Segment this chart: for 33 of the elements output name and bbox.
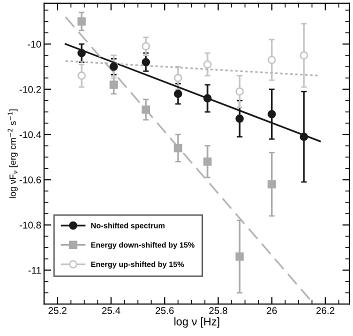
y-tick-label: -10.4 [20, 131, 42, 138]
y-tick-label: -10.8 [20, 222, 41, 229]
y-tick-label: -10 [28, 40, 41, 48]
point [77, 48, 86, 58]
x-tick-label: 26.2 [316, 307, 334, 314]
y-tick-label: -10.2 [20, 86, 41, 93]
point [235, 87, 244, 96]
x-tick-label: 25.8 [209, 307, 228, 314]
point [268, 180, 276, 188]
point [142, 58, 150, 66]
point [77, 72, 86, 80]
y-axis-title: log νF$_{ν}$ [erg cm$^{−2}$ s$^{−1}$] [8, 109, 18, 198]
point [268, 56, 276, 64]
point [77, 17, 86, 26]
point [142, 42, 150, 50]
point [203, 60, 212, 69]
x-tick-label: 25.4 [102, 307, 120, 314]
point [300, 51, 308, 60]
y-tick-label: -10.6 [20, 176, 41, 184]
x-axis-title: log ν [Hz] [174, 317, 220, 328]
point [174, 144, 182, 152]
x-tick-label: 25.2 [48, 307, 66, 314]
point [203, 157, 212, 166]
point [235, 252, 244, 261]
point [203, 94, 212, 102]
point [110, 80, 118, 89]
point [235, 114, 244, 123]
x-tick-label: 26 [266, 307, 277, 314]
y-tick-label: -11 [28, 267, 41, 274]
point [268, 110, 276, 118]
point [300, 132, 308, 141]
x-tick-label: 25.6 [156, 307, 174, 314]
point [142, 105, 150, 114]
